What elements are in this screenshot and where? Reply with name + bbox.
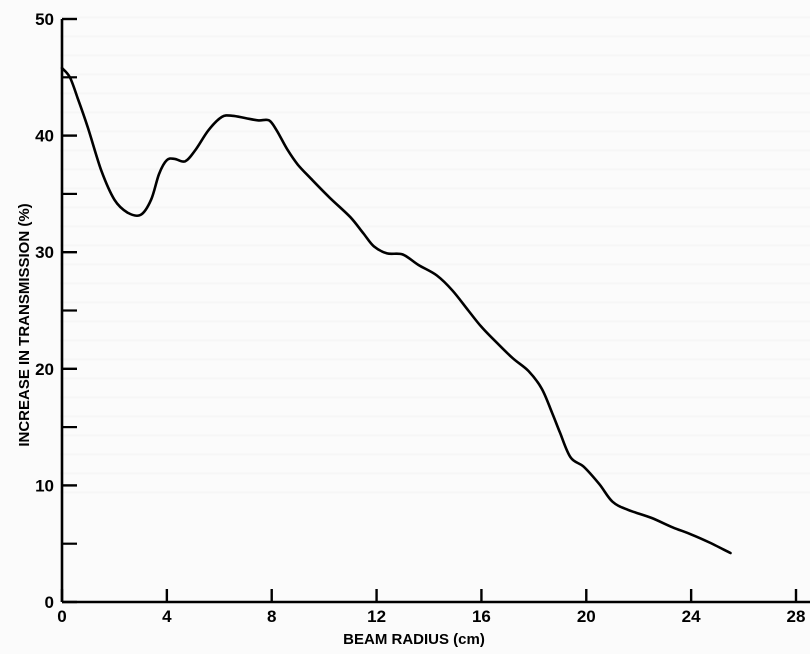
y-axis-title: INCREASE IN TRANSMISSION (%) xyxy=(16,203,33,446)
transmission-curve xyxy=(60,66,732,555)
x-tick-label: 28 xyxy=(787,607,806,626)
x-axis-title: BEAM RADIUS (cm) xyxy=(343,631,485,648)
y-tick-label: 10 xyxy=(35,476,54,495)
y-tick-label: 0 xyxy=(45,593,54,612)
y-tick-label: 20 xyxy=(35,360,54,379)
x-tick-label: 12 xyxy=(367,607,386,626)
x-tick-label: 8 xyxy=(267,607,276,626)
y-tick-label: 40 xyxy=(35,127,54,146)
x-tick-label: 20 xyxy=(577,607,596,626)
ticks xyxy=(60,17,798,604)
x-tick-label: 16 xyxy=(472,607,491,626)
axes xyxy=(60,19,810,604)
tick-labels: 0 4 8 12 16 20 24 28 0 10 20 30 40 50 xyxy=(35,10,805,626)
x-tick-label: 24 xyxy=(682,607,701,626)
x-tick-label: 4 xyxy=(162,607,172,626)
x-tick-label: 0 xyxy=(57,607,66,626)
y-tick-label: 50 xyxy=(35,10,54,29)
y-tick-label: 30 xyxy=(35,243,54,262)
